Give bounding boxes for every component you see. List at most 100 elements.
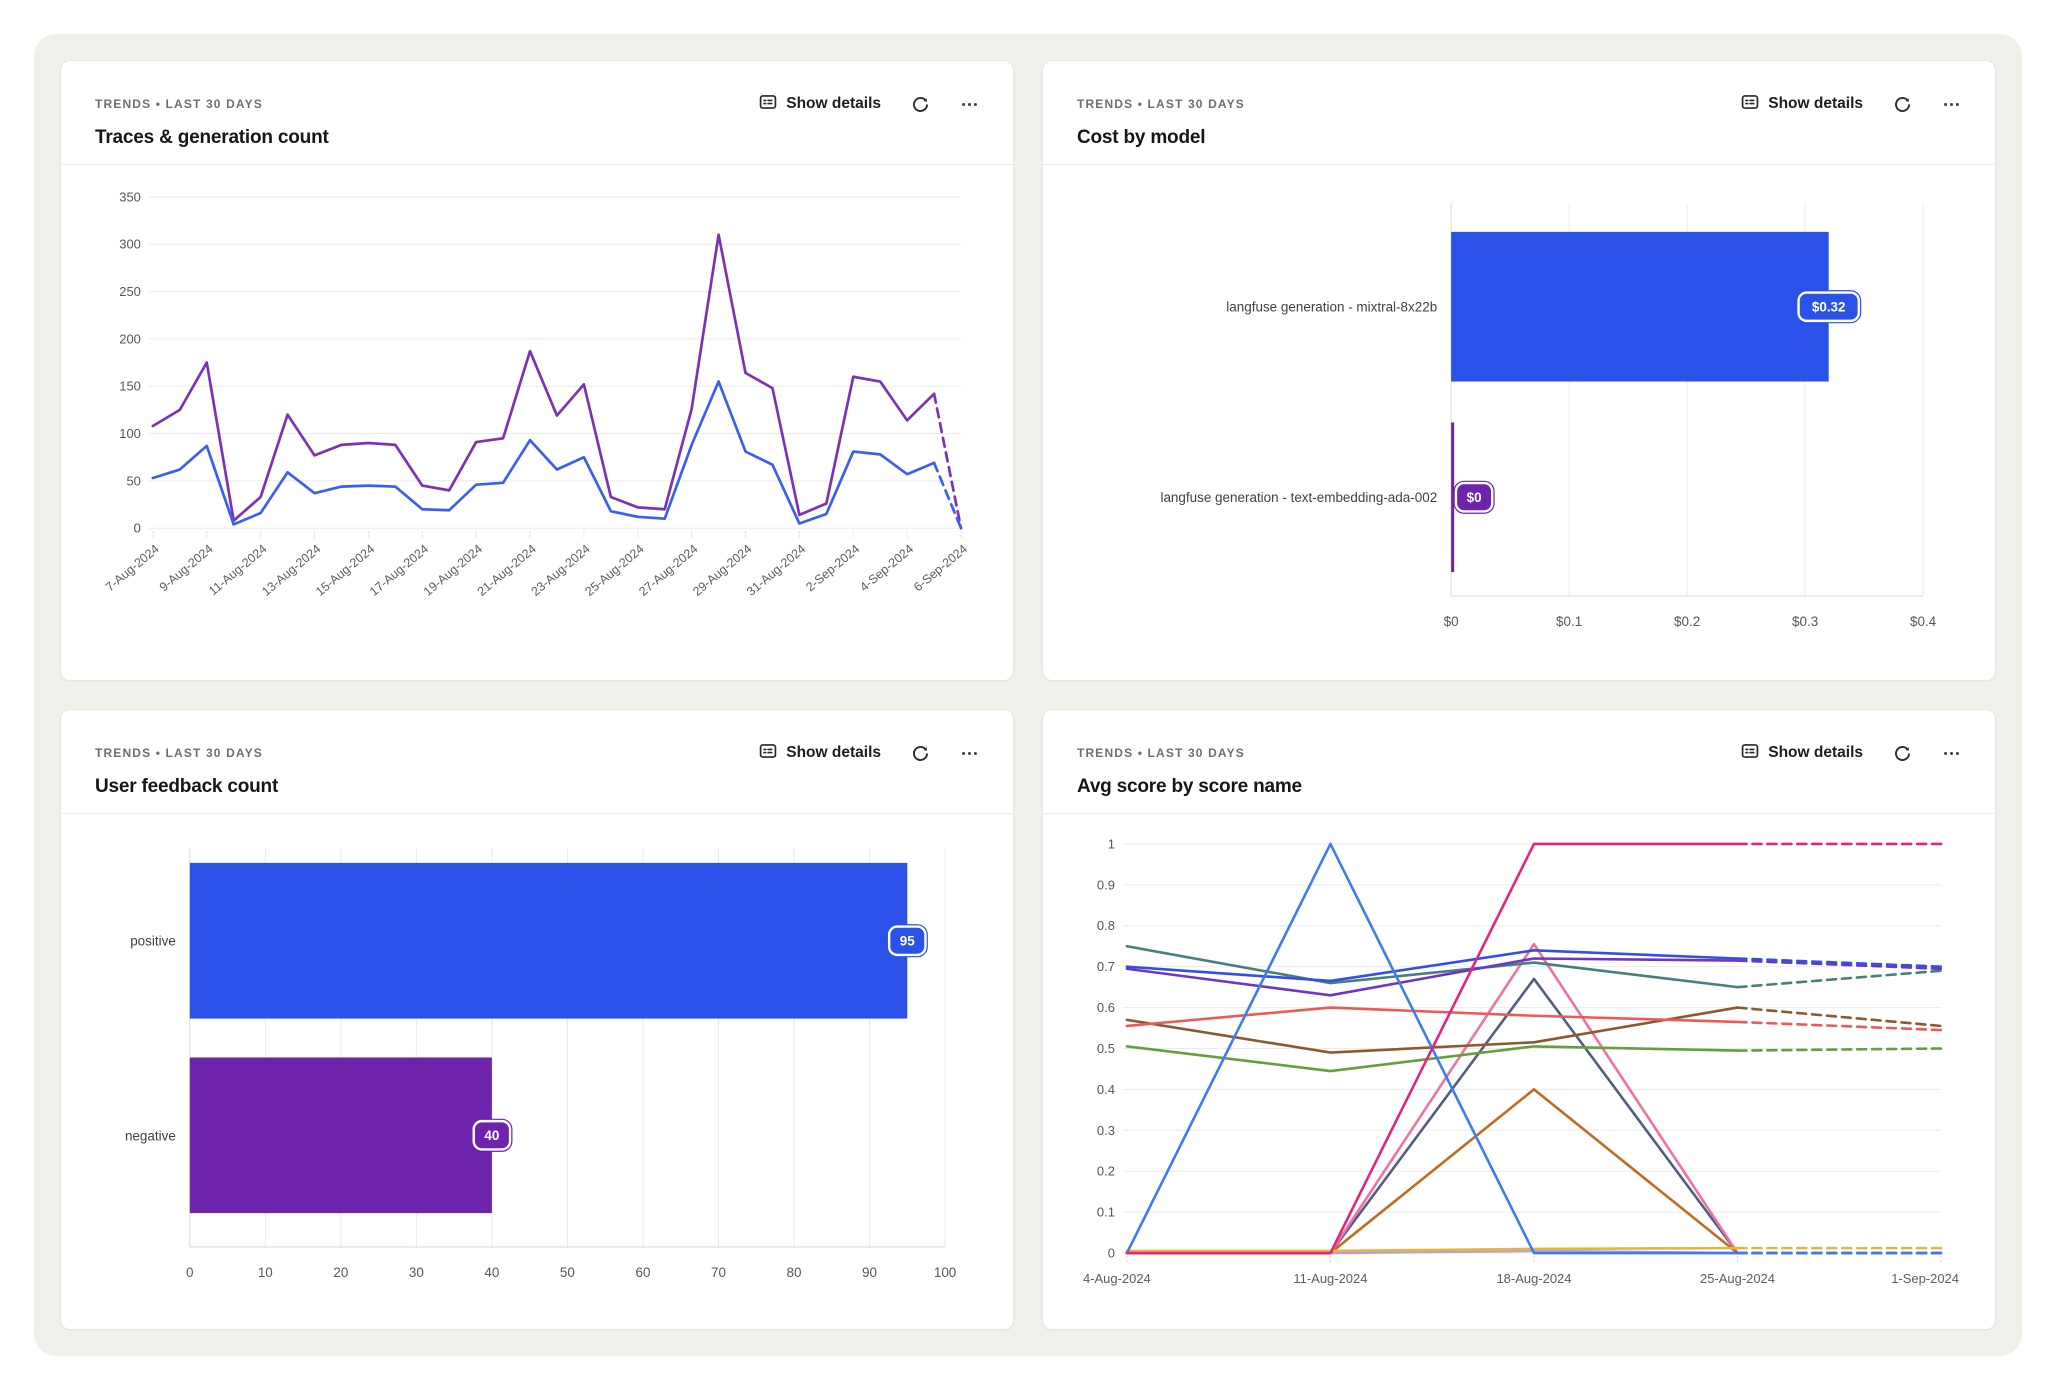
more-menu-button[interactable]	[1942, 95, 1961, 114]
svg-text:50: 50	[560, 1265, 575, 1280]
card-eyebrow: TRENDS • LAST 30 DAYS	[95, 97, 263, 111]
card-header: TRENDS • LAST 30 DAYS Show details	[1077, 91, 1961, 117]
svg-text:300: 300	[119, 237, 141, 252]
card-actions: Show details	[759, 742, 979, 765]
svg-text:langfuse generation - mixtral-: langfuse generation - mixtral-8x22b	[1226, 300, 1437, 315]
cost-by-model-bar-chart: $0 $0.1 $0.2 $0.3 $0.4 langfuse generation - …	[1160, 202, 1937, 629]
svg-text:0.2: 0.2	[1097, 1164, 1115, 1179]
divider	[1043, 813, 1995, 814]
ellipsis-icon	[1944, 102, 1959, 106]
card-actions: Show details	[1741, 93, 1961, 116]
svg-text:18-Aug-2024: 18-Aug-2024	[1496, 1271, 1571, 1286]
show-details-button[interactable]: Show details	[759, 93, 881, 116]
card-title: Traces & generation count	[95, 127, 329, 148]
refresh-icon	[913, 745, 928, 761]
svg-text:0: 0	[186, 1265, 193, 1280]
refresh-icon	[1895, 96, 1910, 112]
traces-generation-line-chart: 0501001502002503003507-Aug-20249-Aug-202…	[103, 189, 970, 599]
card-traces-generation-count: TRENDS • LAST 30 DAYS Show details Trace…	[60, 60, 1014, 681]
svg-text:11-Aug-2024: 11-Aug-2024	[1293, 1271, 1367, 1286]
refresh-button[interactable]	[1893, 744, 1912, 763]
svg-text:30: 30	[409, 1265, 424, 1280]
svg-text:31-Aug-2024: 31-Aug-2024	[744, 542, 808, 599]
svg-text:0.9: 0.9	[1097, 877, 1115, 892]
svg-text:$0.1: $0.1	[1556, 614, 1582, 629]
show-details-button[interactable]: Show details	[759, 742, 881, 765]
show-details-icon	[759, 93, 777, 116]
svg-text:1: 1	[1108, 836, 1115, 851]
show-details-button[interactable]: Show details	[1741, 93, 1863, 116]
chart-container: $0 $0.1 $0.2 $0.3 $0.4 langfuse generation - …	[1077, 177, 1961, 666]
svg-text:100: 100	[119, 426, 141, 441]
refresh-button[interactable]	[1893, 95, 1912, 114]
svg-text:0: 0	[134, 521, 141, 536]
card-cost-by-model: TRENDS • LAST 30 DAYS Show details Cost …	[1042, 60, 1996, 681]
card-title: Avg score by score name	[1077, 776, 1302, 797]
svg-text:0.5: 0.5	[1097, 1041, 1115, 1056]
chart-container: 0 50 100 150 200 250 300 350 7-Aug-2024 9-Aug-202…	[95, 177, 979, 666]
svg-text:6-Sep-2024: 6-Sep-2024	[911, 542, 970, 595]
show-details-label: Show details	[786, 744, 881, 761]
svg-text:$0.2: $0.2	[1674, 614, 1700, 629]
svg-text:$0.4: $0.4	[1910, 614, 1937, 629]
ellipsis-icon	[962, 751, 977, 755]
svg-text:4-Aug-2024: 4-Aug-2024	[1083, 1271, 1151, 1286]
card-avg-score-by-score-name: TRENDS • LAST 30 DAYS Show details Avg s…	[1042, 709, 1996, 1330]
dashboard-panel: TRENDS • LAST 30 DAYS Show details Trace…	[34, 34, 2022, 1356]
refresh-button[interactable]	[911, 744, 930, 763]
svg-text:negative: negative	[125, 1128, 176, 1143]
ellipsis-icon	[962, 102, 977, 106]
svg-text:$0.32: $0.32	[1812, 299, 1846, 314]
svg-text:10: 10	[258, 1265, 273, 1280]
card-actions: Show details	[759, 93, 979, 116]
svg-text:0.1: 0.1	[1097, 1205, 1115, 1220]
card-title: Cost by model	[1077, 127, 1206, 148]
more-menu-button[interactable]	[960, 95, 979, 114]
more-menu-button[interactable]	[960, 744, 979, 763]
svg-text:0.3: 0.3	[1097, 1123, 1115, 1138]
divider	[1043, 164, 1995, 165]
card-eyebrow: TRENDS • LAST 30 DAYS	[1077, 97, 1245, 111]
ellipsis-icon	[1944, 751, 1959, 755]
svg-text:0.8: 0.8	[1097, 918, 1115, 933]
more-menu-button[interactable]	[1942, 744, 1961, 763]
svg-text:positive: positive	[130, 934, 176, 949]
card-header: TRENDS • LAST 30 DAYS Show details	[95, 91, 979, 117]
refresh-icon	[1895, 745, 1910, 761]
show-details-button[interactable]: Show details	[1741, 742, 1863, 765]
svg-text:50: 50	[126, 473, 140, 488]
svg-text:$0: $0	[1444, 614, 1459, 629]
svg-text:100: 100	[934, 1265, 956, 1280]
show-details-icon	[1741, 93, 1759, 116]
svg-text:60: 60	[635, 1265, 650, 1280]
svg-text:0.4: 0.4	[1097, 1082, 1115, 1097]
card-header: TRENDS • LAST 30 DAYS Show details	[1077, 740, 1961, 766]
card-actions: Show details	[1741, 742, 1961, 765]
svg-text:$0.3: $0.3	[1792, 614, 1818, 629]
svg-text:0: 0	[1108, 1246, 1115, 1261]
refresh-button[interactable]	[911, 95, 930, 114]
svg-text:0.7: 0.7	[1097, 959, 1115, 974]
divider	[61, 164, 1013, 165]
svg-text:25-Aug-2024: 25-Aug-2024	[1700, 1271, 1775, 1286]
svg-text:80: 80	[787, 1265, 802, 1280]
avg-score-line-chart: 0 0.1 0.2 0.3 0.4 0.5 0.6 0.7 0.8 0.9 1 4-Aug-2024 1…	[1083, 836, 1959, 1286]
svg-text:1-Sep-2024: 1-Sep-2024	[1891, 1271, 1959, 1286]
show-details-icon	[1741, 742, 1759, 765]
show-details-label: Show details	[786, 95, 881, 112]
svg-text:150: 150	[119, 379, 141, 394]
card-user-feedback-count: TRENDS • LAST 30 DAYS Show details User …	[60, 709, 1014, 1330]
user-feedback-bar-chart: 0 10 20 30 40 50 60 70 80 90 100 positive 95 negative…	[125, 847, 956, 1280]
svg-text:250: 250	[119, 284, 141, 299]
show-details-icon	[759, 742, 777, 765]
chart-container: 0 10 20 30 40 50 60 70 80 90 100 positive 95 negative…	[95, 826, 979, 1315]
card-header: TRENDS • LAST 30 DAYS Show details	[95, 740, 979, 766]
card-eyebrow: TRENDS • LAST 30 DAYS	[95, 746, 263, 760]
chart-container: 0 0.1 0.2 0.3 0.4 0.5 0.6 0.7 0.8 0.9 1 4-Aug-2024 1…	[1077, 826, 1961, 1315]
divider	[61, 813, 1013, 814]
card-title: User feedback count	[95, 776, 279, 797]
svg-text:95: 95	[900, 934, 915, 949]
svg-text:7-Aug-2024: 7-Aug-2024	[103, 542, 162, 595]
svg-text:0.6: 0.6	[1097, 1000, 1115, 1015]
svg-text:20: 20	[333, 1265, 348, 1280]
